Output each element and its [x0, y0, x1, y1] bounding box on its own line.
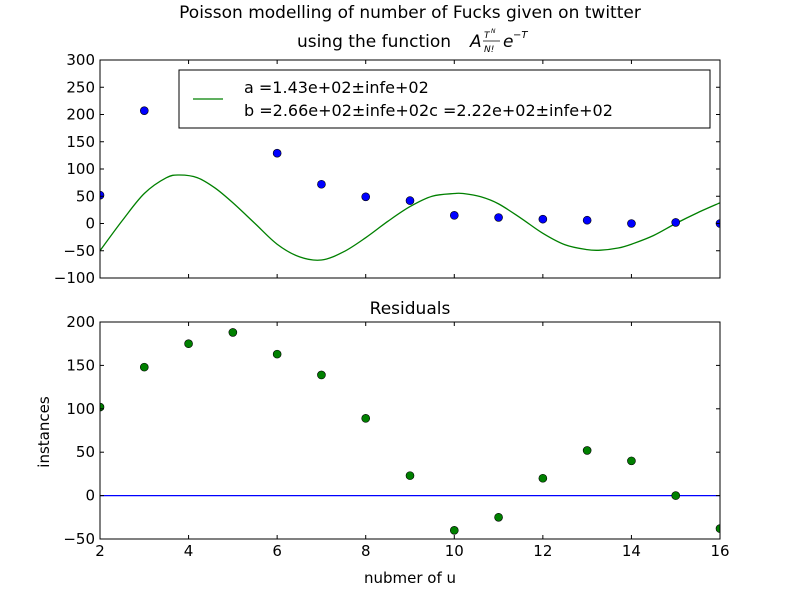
top-ytick-label: 250	[66, 78, 95, 96]
residuals-xtick-label: 4	[184, 542, 194, 560]
legend-box	[178, 69, 711, 129]
top-data-point	[671, 218, 681, 227]
residuals-ytick-label: 150	[66, 356, 95, 374]
top-data-point	[627, 219, 636, 228]
residuals-data-point	[184, 339, 193, 349]
residuals-xtick-label: 8	[361, 542, 371, 560]
top-ytick-label: 200	[66, 106, 95, 124]
residuals-data-point	[405, 471, 415, 480]
top-data-point	[494, 213, 503, 222]
svg-text:T: T	[484, 31, 491, 41]
residuals-data-point	[449, 526, 459, 535]
residuals-data-point	[582, 446, 592, 455]
residuals-plot: −50 0 50 100 150 200 2 4 6 8 10 12 14 16	[63, 313, 729, 560]
top-data-point	[139, 106, 149, 115]
residuals-axes-frame	[99, 321, 721, 540]
top-ytick-label: 0	[85, 215, 95, 233]
residuals-data-point	[715, 524, 720, 533]
top-data-point	[538, 214, 548, 224]
residuals-ytick-label: −50	[63, 530, 95, 548]
residuals-ytick-label: 0	[85, 487, 95, 505]
top-data-point	[405, 196, 415, 205]
legend: a =1.43e+02±infe+02 b =2.66e+02±infe+02c…	[178, 69, 711, 129]
top-ytick-label: −100	[54, 269, 95, 287]
residuals-ytick-label: 200	[66, 313, 95, 331]
y-axis-label: instances	[35, 396, 53, 468]
top-ytick-label: −50	[63, 242, 95, 260]
residuals-xtick-label: 2	[95, 542, 105, 560]
residuals-xtick-label: 16	[710, 542, 729, 560]
residuals-data-point	[361, 414, 371, 423]
residuals-data-point	[228, 328, 238, 337]
residuals-xtick-label: 10	[445, 542, 464, 560]
residuals-ytick-label: 50	[76, 443, 95, 461]
chart-title-line2: using the function	[297, 32, 451, 52]
x-axis-label: nubmer of u	[364, 569, 456, 587]
top-data-point	[272, 148, 282, 158]
residuals-title: Residuals	[370, 299, 451, 319]
top-data-point	[582, 215, 592, 225]
top-data-point	[361, 192, 371, 202]
residuals-xtick-label: 6	[272, 542, 282, 560]
legend-entry-line1: a =1.43e+02±infe+02	[244, 78, 429, 97]
top-ytick-label: 300	[66, 51, 95, 69]
svg-text:e: e	[503, 32, 513, 52]
top-data-point	[317, 179, 326, 189]
residuals-data-point	[272, 349, 282, 359]
title-formula: A T N N! e −T	[469, 28, 528, 55]
top-plot: −100 −50 0 50 100 150 200 250 300	[54, 51, 721, 287]
top-data-point	[449, 211, 459, 220]
residuals-data-point	[494, 512, 503, 522]
residuals-data-point	[627, 456, 636, 466]
residuals-data-point	[538, 473, 548, 483]
chart-title-line1: Poisson modelling of number of Fucks giv…	[179, 3, 641, 23]
top-fit-curve	[100, 174, 720, 261]
top-data-point	[100, 190, 105, 200]
residuals-xtick-label: 14	[622, 542, 641, 560]
legend-entry-line2: b =2.66e+02±infe+02c =2.22e+02±infe+02	[244, 101, 613, 120]
svg-text:N!: N!	[484, 45, 494, 55]
residuals-data-point	[317, 370, 326, 380]
top-ytick-label: 100	[66, 160, 95, 178]
residuals-xtick-label: 12	[533, 542, 552, 560]
residuals-ytick-label: 100	[66, 400, 95, 418]
top-ytick-label: 50	[76, 187, 95, 205]
svg-text:N: N	[491, 28, 496, 35]
svg-text:A: A	[469, 32, 482, 52]
residuals-data-point	[671, 491, 681, 500]
svg-text:−T: −T	[513, 30, 528, 41]
top-ytick-label: 150	[66, 133, 95, 151]
residuals-data-point	[139, 362, 149, 372]
